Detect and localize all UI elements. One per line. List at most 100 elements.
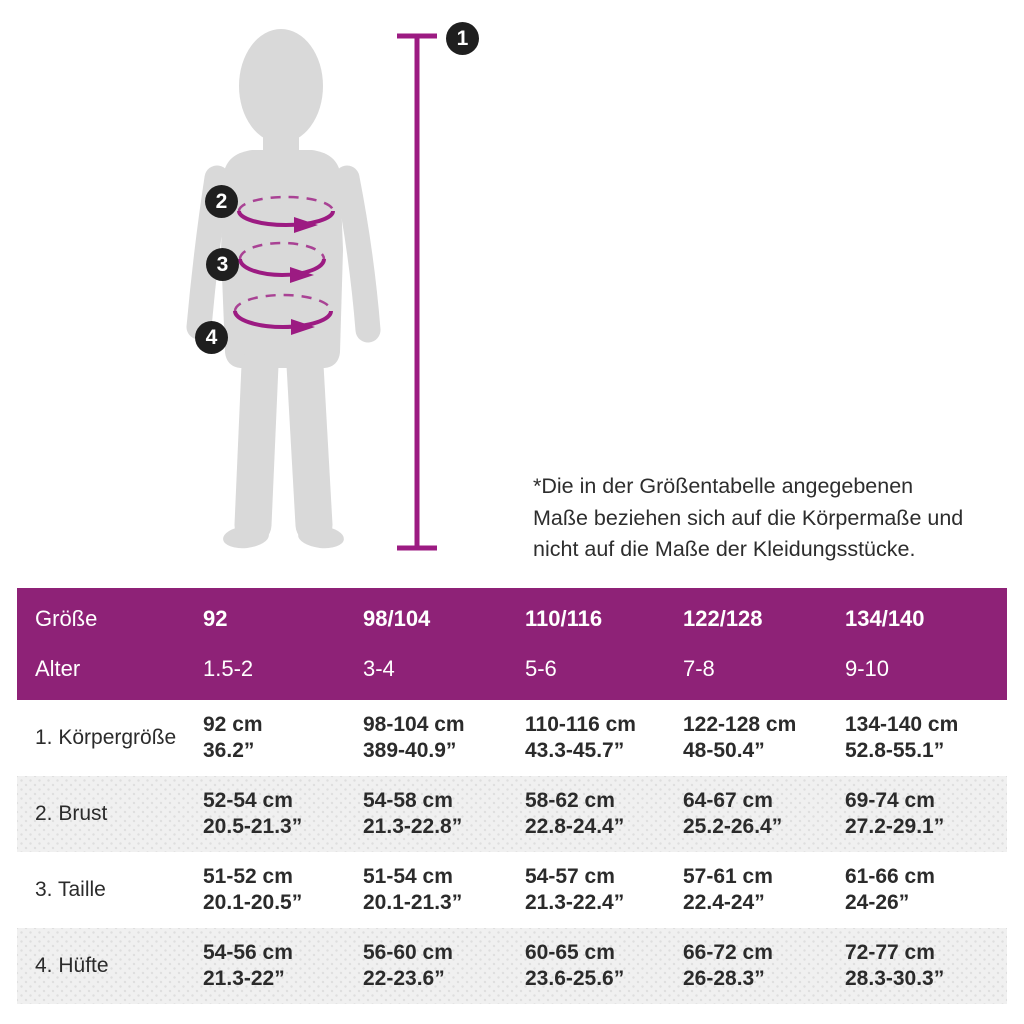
- cell: 64-67 cm 25.2-26.4”: [683, 788, 845, 840]
- cell: 134-140 cm 52.8-55.1”: [845, 712, 1007, 764]
- cell-inch: 20.5-21.3”: [203, 815, 303, 838]
- cell: 66-72 cm 26-28.3”: [683, 940, 845, 992]
- measurement-figure-section: 1 2 3 4 *Die in der Größentabelle angege…: [186, 22, 1003, 566]
- size-col-header: 134/140: [845, 606, 925, 631]
- cell-cm: 61-66 cm: [845, 865, 935, 888]
- cell-inch: 43.3-45.7”: [525, 739, 625, 762]
- chest-measure-ellipse: [237, 195, 335, 233]
- cell: 58-62 cm 22.8-24.4”: [525, 788, 683, 840]
- height-measure-line: [397, 33, 437, 551]
- marker-badge-hip: 4: [195, 321, 228, 354]
- size-col-header: 98/104: [363, 606, 431, 631]
- row-label: 3. Taille: [35, 878, 106, 901]
- size-col-header: 110/116: [525, 606, 603, 631]
- cell-inch: 23.6-25.6”: [525, 967, 625, 990]
- cell: 52-54 cm 20.5-21.3”: [203, 788, 363, 840]
- age-col-header: 9-10: [845, 656, 890, 681]
- cell: 54-58 cm 21.3-22.8”: [363, 788, 525, 840]
- cell: 51-54 cm 20.1-21.3”: [363, 864, 525, 916]
- table-row-koerpergroesse: 1. Körpergröße 92 cm 36.2” 98-104 cm 389…: [17, 700, 1007, 776]
- cell-inch: 22.8-24.4”: [525, 815, 625, 838]
- cell: 61-66 cm 24-26”: [845, 864, 1007, 916]
- cell-cm: 72-77 cm: [845, 941, 935, 964]
- cell-cm: 122-128 cm: [683, 713, 797, 736]
- size-row-label: Größe: [35, 606, 98, 631]
- cell: 122-128 cm 48-50.4”: [683, 712, 845, 764]
- cell-cm: 54-56 cm: [203, 941, 293, 964]
- age-col-header: 1.5-2: [203, 656, 254, 681]
- cell-cm: 66-72 cm: [683, 941, 773, 964]
- cell-inch: 52.8-55.1”: [845, 739, 945, 762]
- cell-inch: 20.1-21.3”: [363, 891, 463, 914]
- cell-cm: 52-54 cm: [203, 789, 293, 812]
- cell-cm: 69-74 cm: [845, 789, 935, 812]
- cell: 72-77 cm 28.3-30.3”: [845, 940, 1007, 992]
- cell-inch: 36.2”: [203, 739, 255, 762]
- cell: 98-104 cm 389-40.9”: [363, 712, 525, 764]
- cell-inch: 27.2-29.1”: [845, 815, 945, 838]
- cell-inch: 22-23.6”: [363, 967, 445, 990]
- cell: 54-57 cm 21.3-22.4”: [525, 864, 683, 916]
- size-table: Größe 92 98/104 110/116 122/128 134/140 …: [17, 588, 1007, 1004]
- table-row-brust: 2. Brust 52-54 cm 20.5-21.3” 54-58 cm 21…: [17, 776, 1007, 852]
- cell: 51-52 cm 20.1-20.5”: [203, 864, 363, 916]
- disclaimer-line: *Die in der Größentabelle angegebenen: [533, 474, 914, 498]
- cell-cm: 64-67 cm: [683, 789, 773, 812]
- marker-badge-height: 1: [446, 22, 479, 55]
- cell-inch: 22.4-24”: [683, 891, 765, 914]
- disclaimer-line: Maße beziehen sich auf die Körpermaße un…: [533, 505, 964, 530]
- cell: 110-116 cm 43.3-45.7”: [525, 712, 683, 764]
- row-label: 4. Hüfte: [35, 954, 109, 977]
- table-header: Größe 92 98/104 110/116 122/128 134/140 …: [17, 588, 1007, 700]
- cell-inch: 26-28.3”: [683, 967, 765, 990]
- arrow-icon: [294, 217, 318, 233]
- cell: 56-60 cm 22-23.6”: [363, 940, 525, 992]
- cell-cm: 57-61 cm: [683, 865, 773, 888]
- cell-cm: 56-60 cm: [363, 941, 453, 964]
- disclaimer-note: *Die in der Größentabelle angegebenen Ma…: [533, 471, 1003, 566]
- marker-badge-chest: 2: [205, 185, 238, 218]
- cell-cm: 54-58 cm: [363, 789, 453, 812]
- cell-cm: 60-65 cm: [525, 941, 615, 964]
- cell: 92 cm 36.2”: [203, 712, 363, 764]
- cell: 60-65 cm 23.6-25.6”: [525, 940, 683, 992]
- cell: 57-61 cm 22.4-24”: [683, 864, 845, 916]
- arrow-icon: [291, 319, 315, 335]
- cell-cm: 54-57 cm: [525, 865, 615, 888]
- table-row-taille: 3. Taille 51-52 cm 20.1-20.5” 51-54 cm 2…: [17, 852, 1007, 928]
- cell-inch: 20.1-20.5”: [203, 891, 303, 914]
- marker-badge-waist: 3: [206, 248, 239, 281]
- cell-inch: 24-26”: [845, 891, 910, 914]
- age-col-header: 7-8: [683, 656, 715, 681]
- cell-cm: 51-54 cm: [363, 865, 453, 888]
- arrow-icon: [290, 267, 314, 283]
- cell-cm: 92 cm: [203, 713, 263, 736]
- cell-cm: 51-52 cm: [203, 865, 293, 888]
- cell-cm: 98-104 cm: [363, 713, 465, 736]
- cell-inch: 28.3-30.3”: [845, 967, 945, 990]
- size-col-header: 92: [203, 606, 228, 631]
- cell-inch: 21.3-22”: [203, 967, 285, 990]
- size-col-header: 122/128: [683, 606, 763, 631]
- cell-inch: 21.3-22.4”: [525, 891, 625, 914]
- row-label: 2. Brust: [35, 802, 108, 825]
- size-figure-illustration: [186, 29, 437, 551]
- waist-measure-ellipse: [238, 241, 326, 283]
- row-label: 1. Körpergröße: [35, 726, 177, 749]
- cell-inch: 48-50.4”: [683, 739, 765, 762]
- cell-inch: 25.2-26.4”: [683, 815, 783, 838]
- hip-measure-ellipse: [233, 293, 333, 335]
- cell-cm: 110-116 cm: [525, 713, 636, 736]
- cell: 69-74 cm 27.2-29.1”: [845, 788, 1007, 840]
- cell-inch: 21.3-22.8”: [363, 815, 463, 838]
- cell-cm: 58-62 cm: [525, 789, 615, 812]
- cell-cm: 134-140 cm: [845, 713, 959, 736]
- age-row-label: Alter: [35, 656, 81, 681]
- age-col-header: 5-6: [525, 656, 557, 681]
- child-silhouette: [186, 29, 381, 549]
- table-row-huefte: 4. Hüfte 54-56 cm 21.3-22” 56-60 cm 22-2…: [17, 928, 1007, 1004]
- cell-inch: 389-40.9”: [363, 739, 457, 762]
- age-col-header: 3-4: [363, 656, 395, 681]
- disclaimer-line: nicht auf die Maße der Kleidungsstücke.: [533, 537, 916, 561]
- cell: 54-56 cm 21.3-22”: [203, 940, 363, 992]
